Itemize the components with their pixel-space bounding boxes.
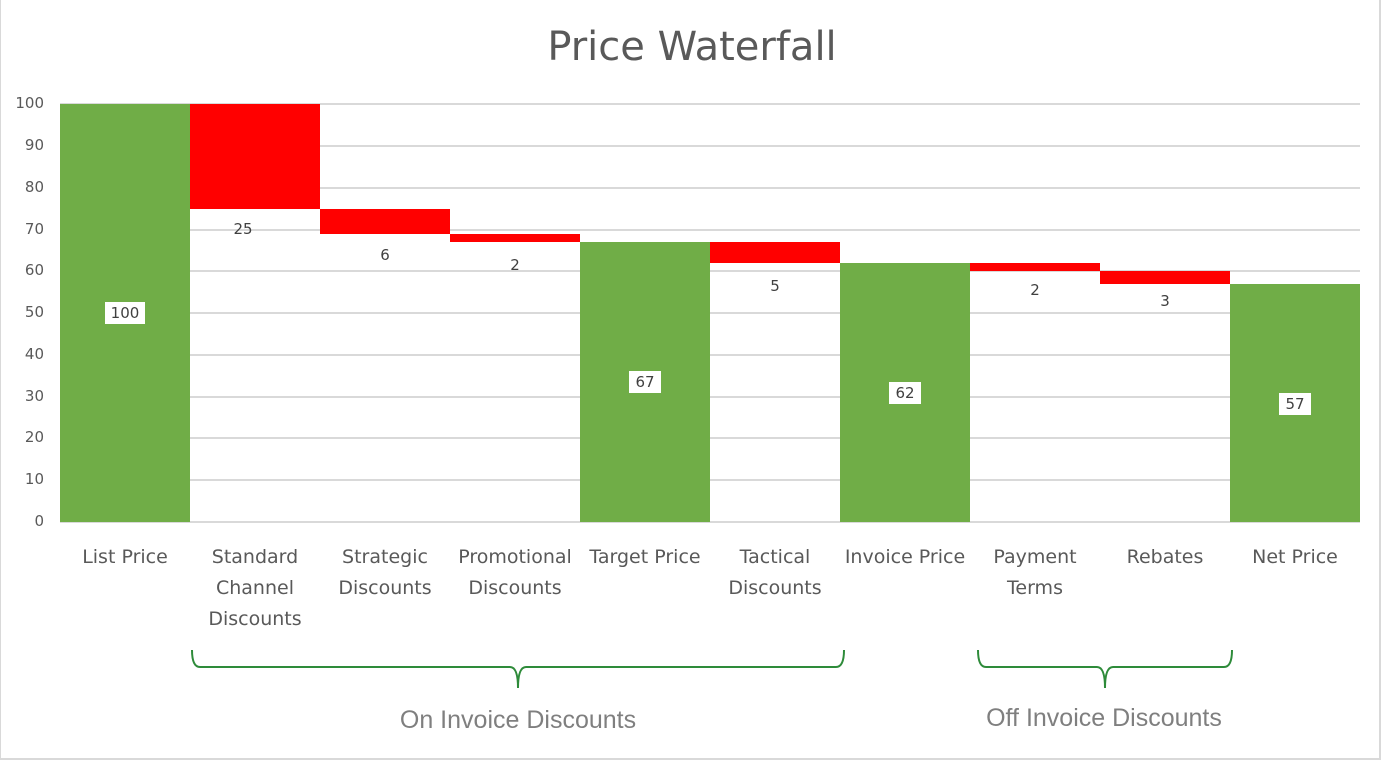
bar-payment-terms — [970, 263, 1100, 271]
x-tick-label: Tactical Discounts — [728, 546, 822, 599]
bar-strategic-discounts — [320, 209, 450, 234]
x-tick-label: Rebates — [1126, 546, 1204, 568]
y-tick-label: 20 — [24, 428, 44, 446]
data-label: 57 — [1279, 393, 1311, 415]
data-label: 62 — [889, 382, 921, 404]
gridline-30 — [60, 396, 1360, 398]
x-tick-label: Net Price — [1252, 546, 1338, 568]
x-tick-label: Strategic Discounts — [338, 546, 432, 599]
x-tick-label: Standard Channel Discounts — [208, 546, 302, 630]
x-tick-label: Payment Terms — [993, 546, 1077, 599]
gridline-70 — [60, 229, 1360, 231]
data-label: 2 — [510, 256, 520, 274]
data-label: 3 — [1160, 292, 1170, 310]
y-tick-label: 30 — [24, 387, 44, 405]
y-tick-label: 60 — [24, 261, 44, 279]
bar-promotional-discounts — [450, 234, 580, 242]
y-tick-label: 50 — [24, 303, 44, 321]
data-label: 67 — [629, 371, 661, 393]
data-label: 6 — [380, 246, 390, 264]
off-invoice-bracket-icon — [977, 649, 1233, 689]
y-tick-label: 90 — [24, 136, 44, 154]
gridline-60 — [60, 270, 1360, 272]
data-label: 2 — [1030, 281, 1040, 299]
y-tick-label: 70 — [24, 220, 44, 238]
gridline-80 — [60, 187, 1360, 189]
on-invoice-bracket-icon — [191, 649, 845, 689]
gridline-90 — [60, 145, 1360, 147]
bar-standard-channel-discounts — [190, 104, 320, 209]
chart-title: Price Waterfall — [547, 24, 837, 70]
gridline-50 — [60, 312, 1360, 314]
y-tick-label: 40 — [24, 345, 44, 363]
data-label: 5 — [770, 277, 780, 295]
data-label: 100 — [105, 302, 145, 324]
y-tick-label: 0 — [34, 512, 44, 530]
on-invoice-group-label: On Invoice Discounts — [399, 706, 637, 734]
y-tick-label: 80 — [24, 178, 44, 196]
gridline-20 — [60, 437, 1360, 439]
gridline-10 — [60, 479, 1360, 481]
x-tick-label: Promotional Discounts — [458, 546, 572, 599]
gridline-0 — [60, 521, 1360, 523]
data-label: 25 — [233, 220, 253, 238]
off-invoice-group-label: Off Invoice Discounts — [986, 704, 1222, 732]
x-tick-label: Target Price — [589, 546, 701, 568]
gridline-100 — [60, 103, 1360, 105]
gridline-40 — [60, 354, 1360, 356]
x-tick-label: Invoice Price — [844, 546, 966, 568]
x-tick-label: List Price — [82, 546, 168, 568]
y-tick-label: 100 — [15, 94, 44, 112]
bar-tactical-discounts — [710, 242, 840, 263]
bar-rebates — [1100, 271, 1230, 284]
y-tick-label: 10 — [24, 470, 44, 488]
